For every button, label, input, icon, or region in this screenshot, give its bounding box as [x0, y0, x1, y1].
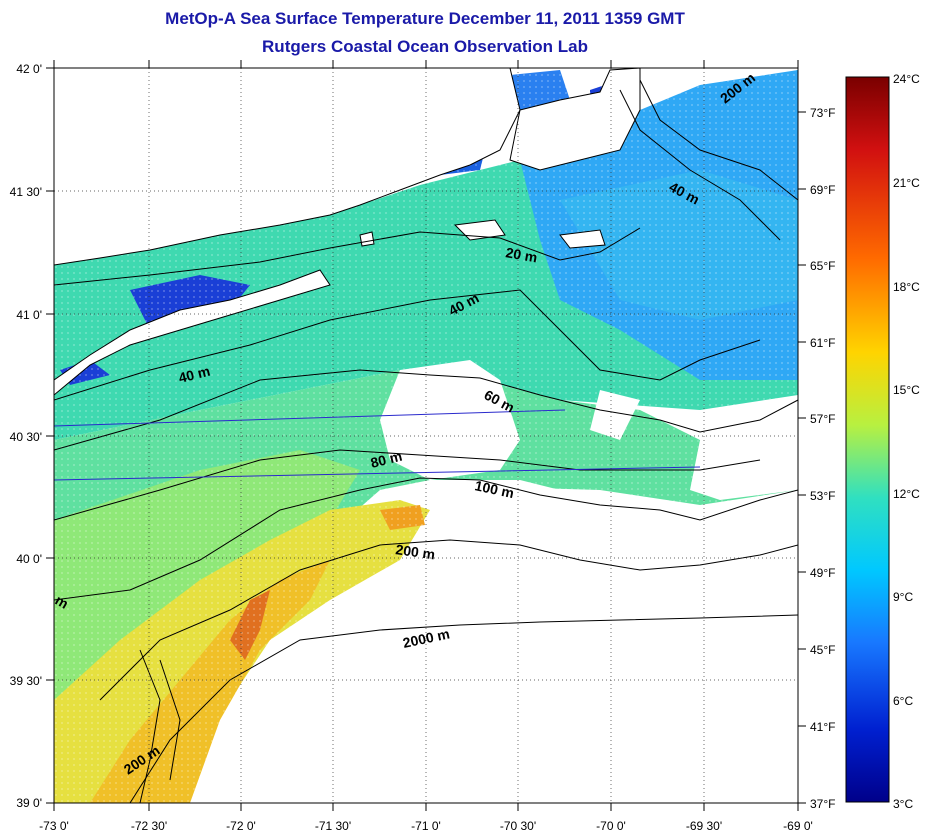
lon-label: -69 30': [686, 819, 722, 833]
lon-label: -71 0': [411, 819, 441, 833]
fahrenheit-label: 53°F: [810, 489, 835, 503]
land: [54, 68, 641, 396]
lat-label: 40 0': [16, 552, 42, 566]
ticks: [46, 60, 806, 811]
celsius-label: 15°C: [893, 383, 920, 397]
contour-label-80m: 80 m: [369, 448, 404, 471]
longitude-labels: -73 0' -72 30' -72 0' -71 30' -71 0' -70…: [39, 819, 813, 833]
fahrenheit-label: 61°F: [810, 336, 835, 350]
fahrenheit-label: 49°F: [810, 566, 835, 580]
celsius-label: 9°C: [893, 590, 913, 604]
contour-label-20m: 20 m: [504, 244, 538, 265]
lon-label: -70 30': [500, 819, 536, 833]
graticule: [54, 68, 798, 803]
fahrenheit-label: 37°F: [810, 797, 835, 811]
fahrenheit-label: 73°F: [810, 106, 835, 120]
fahrenheit-label: 65°F: [810, 259, 835, 273]
fahrenheit-labels: 73°F 69°F 65°F 61°F 57°F 53°F 49°F 45°F …: [810, 106, 835, 811]
celsius-label: 6°C: [893, 694, 913, 708]
celsius-label: 18°C: [893, 280, 920, 294]
lat-label: 41 0': [16, 308, 42, 322]
fahrenheit-label: 57°F: [810, 412, 835, 426]
lon-label: -71 30': [315, 819, 351, 833]
map-title: MetOp-A Sea Surface Temperature December…: [165, 9, 685, 28]
map-subtitle: Rutgers Coastal Ocean Observation Lab: [262, 37, 588, 56]
celsius-label: 12°C: [893, 487, 920, 501]
lat-label: 42 0': [16, 62, 42, 76]
fahrenheit-label: 41°F: [810, 720, 835, 734]
fahrenheit-label: 69°F: [810, 183, 835, 197]
latitude-labels: 42 0' 41 30' 41 0' 40 30' 40 0' 39 30' 3…: [10, 62, 42, 810]
colorbar-gradient: [845, 76, 890, 803]
lon-label: -70 0': [596, 819, 626, 833]
lon-label: -69 0': [783, 819, 813, 833]
celsius-label: 3°C: [893, 797, 913, 811]
celsius-label: 24°C: [893, 72, 920, 86]
fahrenheit-label: 45°F: [810, 643, 835, 657]
lat-label: 40 30': [10, 430, 42, 444]
celsius-label: 21°C: [893, 176, 920, 190]
lon-label: -73 0': [39, 819, 69, 833]
bathymetry-contours: [54, 79, 798, 803]
transect-lines: [53, 409, 701, 481]
lon-label: -72 30': [131, 819, 167, 833]
contour-label-40m-west: 40 m: [177, 363, 212, 386]
lat-label: 39 30': [10, 674, 42, 688]
lat-label: 39 0': [16, 796, 42, 810]
contour-label-200m-mid: 200 m: [395, 541, 437, 562]
lon-label: -72 0': [226, 819, 256, 833]
lat-label: 41 30': [10, 185, 42, 199]
colorbar: 24°C 21°C 18°C 15°C 12°C 9°C 6°C 3°C: [845, 72, 920, 811]
